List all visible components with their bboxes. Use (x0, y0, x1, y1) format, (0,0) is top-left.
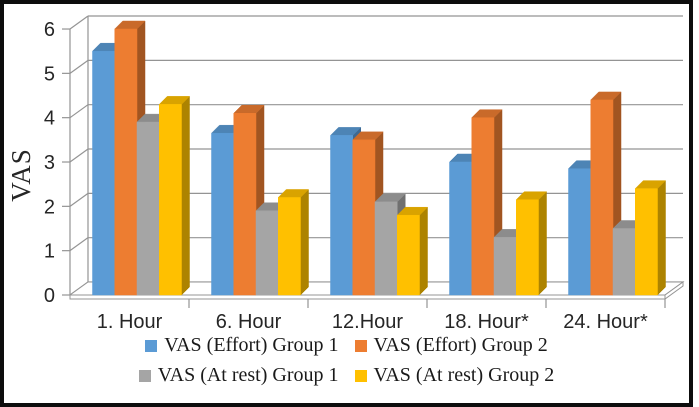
bar (211, 132, 234, 296)
bar (92, 50, 115, 296)
floor-right-edge (664, 281, 684, 300)
y-tick-label: 3 (44, 152, 55, 174)
bar (590, 99, 614, 296)
y-tick-label: 2 (44, 196, 55, 218)
vas-3d-bar-chart: 0 1 2 3 4 5 6 1. Hour 6. Hour 12.Hour 18. Hour* 24.… (6, 15, 685, 333)
bar (374, 201, 398, 296)
bar (255, 210, 279, 296)
effort-group2-swatch (354, 339, 367, 352)
y-tick-3d-connector (69, 104, 89, 119)
y-tick-3d-connector (69, 15, 89, 30)
bar (233, 112, 257, 296)
bar (352, 139, 376, 296)
bar (114, 28, 138, 296)
y-axis-title: VAS (6, 148, 36, 202)
bar (612, 228, 636, 296)
legend-item-effort-group2: VAS (Effort) Group 2 (354, 334, 548, 357)
bar (330, 135, 353, 296)
y-tick-label: 4 (44, 108, 55, 130)
y-tick-3d-connector (69, 148, 89, 163)
y-tick-3d-connector (69, 192, 89, 207)
bar-side (300, 188, 309, 296)
x-category-label: 18. Hour* (444, 311, 529, 333)
bar-side (538, 191, 547, 296)
legend-row-effort: VAS (Effort) Group 1 VAS (Effort) Group … (145, 334, 548, 357)
bar (635, 188, 658, 296)
atrest-group2-swatch (354, 369, 367, 382)
bar-side (419, 206, 428, 296)
legend-item-atrest-group2: VAS (At rest) Group 2 (354, 364, 555, 387)
legend-item-atrest-group1: VAS (At rest) Group 1 (138, 364, 339, 387)
bar (516, 199, 539, 296)
bar (278, 197, 301, 296)
x-category-label: 6. Hour (216, 311, 282, 333)
effort-group1-swatch (145, 339, 158, 352)
legend-label: VAS (Effort) Group 1 (164, 334, 339, 356)
y-tick-label: 1 (44, 241, 55, 263)
bar (493, 237, 517, 296)
bar (568, 168, 591, 296)
x-category-label: 12.Hour (332, 311, 403, 333)
bar (397, 214, 420, 296)
y-tick-label: 0 (44, 285, 55, 307)
bar (471, 117, 495, 296)
x-category-label: 24. Hour* (563, 311, 648, 333)
atrest-group1-swatch (138, 369, 151, 382)
floor-front-edge (69, 294, 666, 300)
bar (449, 161, 472, 296)
y-tick-3d-connector (69, 237, 89, 252)
bar-side (657, 180, 666, 296)
bar (136, 121, 160, 296)
legend-item-effort-group1: VAS (Effort) Group 1 (145, 334, 339, 357)
x-category-label: 1. Hour (97, 311, 163, 333)
chart-legend: VAS (Effort) Group 1 VAS (Effort) Group … (0, 334, 693, 387)
y-tick-label: 5 (44, 63, 55, 85)
legend-label: VAS (At rest) Group 2 (373, 364, 555, 386)
legend-label: VAS (Effort) Group 2 (373, 334, 548, 356)
y-tick-label: 6 (44, 19, 55, 41)
legend-row-atrest: VAS (At rest) Group 1 VAS (At rest) Grou… (138, 364, 555, 387)
legend-label: VAS (At rest) Group 1 (157, 364, 339, 386)
bar-side (181, 95, 190, 296)
y-tick-3d-connector (69, 59, 89, 74)
bar (159, 104, 182, 296)
